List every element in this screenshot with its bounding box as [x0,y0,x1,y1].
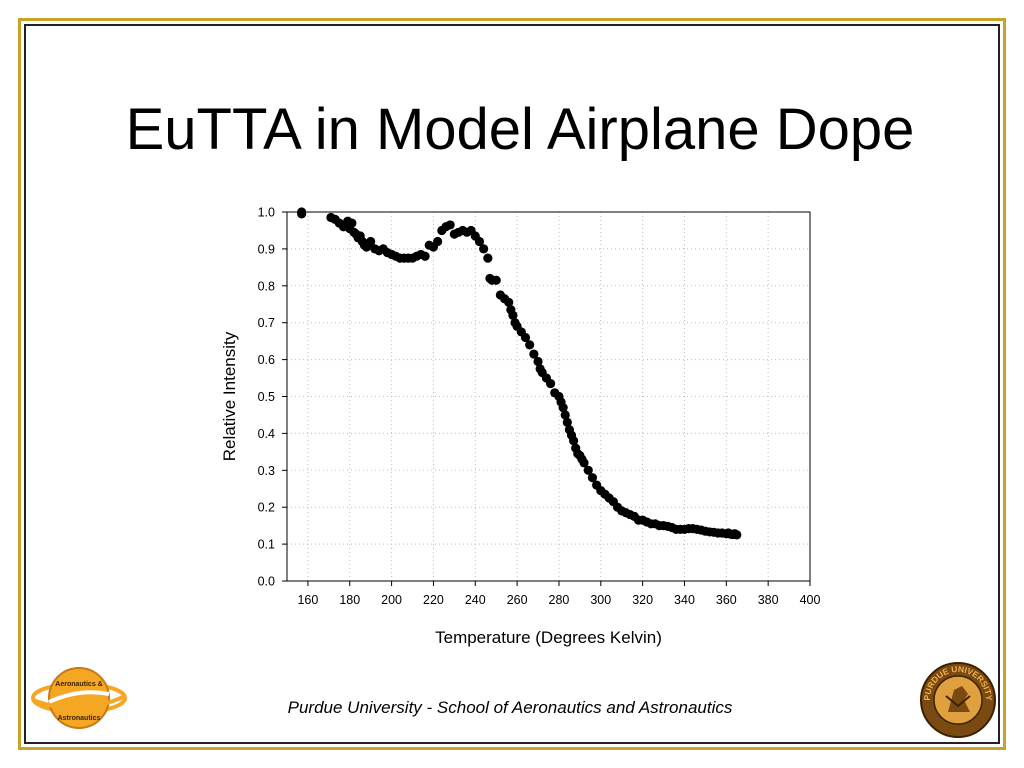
y-tick-label: 0.9 [258,242,275,256]
slide-title: EuTTA in Model Airplane Dope [125,97,915,162]
x-tick-label: 220 [423,593,444,607]
data-points [297,207,742,540]
x-tick-label: 380 [758,593,779,607]
data-point [479,244,489,254]
logo-left-text-top: Aeronautics & [55,681,102,688]
data-point [562,417,572,427]
y-tick-label: 0.2 [258,501,275,515]
data-point [420,251,430,261]
x-tick-label: 200 [381,593,402,607]
x-tick-label: 260 [507,593,528,607]
data-point [525,340,535,350]
data-point [504,297,514,308]
x-tick-label: 180 [339,593,360,607]
data-point [520,332,531,343]
x-tick-label: 300 [590,593,611,607]
y-tick-label: 0.5 [258,390,275,404]
purdue-university-seal-icon: PURDUE UNIVERSITY [920,662,996,738]
data-point [560,410,570,420]
x-tick-label: 340 [674,593,695,607]
chart-grid [287,211,811,582]
y-axis-label: Relative Intensity [220,331,239,461]
data-point [445,220,455,230]
data-point [529,349,539,359]
y-tick-label: 0.1 [258,538,275,552]
data-point [483,253,493,263]
x-tick-label: 240 [465,593,486,607]
chart-axes: 160 180 200 220 240 260 280 300 320 340 360 380 400 0… [258,206,821,608]
data-point [508,310,518,320]
data-point [545,378,556,389]
scatter-chart: 160 180 200 220 240 260 280 300 320 340 360 380 400 0… [220,206,821,648]
data-point [583,465,593,475]
data-point [533,356,543,367]
x-tick-label: 160 [297,593,318,607]
aeronautics-astronautics-logo-icon: Aeronautics & Astronautics [31,667,127,729]
data-point [297,209,307,219]
y-tick-label: 0.3 [258,464,275,478]
data-point [569,436,579,446]
y-tick-label: 0.4 [258,427,275,441]
data-point [587,473,598,483]
slide-frame-inner [24,24,1000,744]
x-tick-label: 400 [800,593,821,607]
data-point [732,530,742,540]
y-tick-label: 1.0 [258,206,275,220]
data-point [474,236,485,247]
data-point [347,218,357,228]
data-point [579,458,589,468]
x-tick-label: 280 [549,593,570,607]
y-tick-label: 0.7 [258,316,275,330]
data-point [491,275,501,285]
data-point [558,402,568,413]
y-tick-label: 0.6 [258,353,275,367]
slide-footer: Purdue University - School of Aeronautic… [287,698,733,717]
data-point [366,236,376,247]
y-tick-label: 0.0 [258,575,275,589]
x-axis-label: Temperature (Degrees Kelvin) [435,628,662,647]
logo-left-text-bottom: Astronautics [58,715,101,722]
x-tick-label: 360 [716,593,737,607]
slide-frame-outer [18,18,1006,750]
data-point [433,236,443,247]
x-tick-label: 320 [632,593,653,607]
y-tick-label: 0.8 [258,279,275,293]
